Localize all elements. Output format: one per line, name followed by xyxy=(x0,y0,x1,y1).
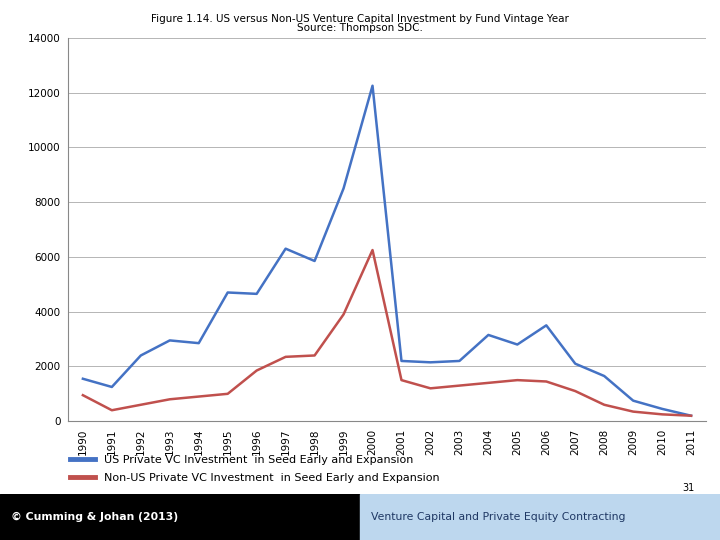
Bar xyxy=(0,494,360,540)
Text: 31: 31 xyxy=(683,483,695,493)
Text: Venture Capital and Private Equity Contracting: Venture Capital and Private Equity Contr… xyxy=(371,512,625,522)
Text: Source: Thompson SDC.: Source: Thompson SDC. xyxy=(297,23,423,33)
Bar xyxy=(360,494,720,540)
Text: Figure 1.14. US versus Non-US Venture Capital Investment by Fund Vintage Year: Figure 1.14. US versus Non-US Venture Ca… xyxy=(151,14,569,24)
Text: © Cumming & Johan (2013): © Cumming & Johan (2013) xyxy=(11,512,178,522)
Legend: US Private VC Investment  in Seed Early and Expansion, Non-US Private VC Investm: US Private VC Investment in Seed Early a… xyxy=(71,455,439,483)
